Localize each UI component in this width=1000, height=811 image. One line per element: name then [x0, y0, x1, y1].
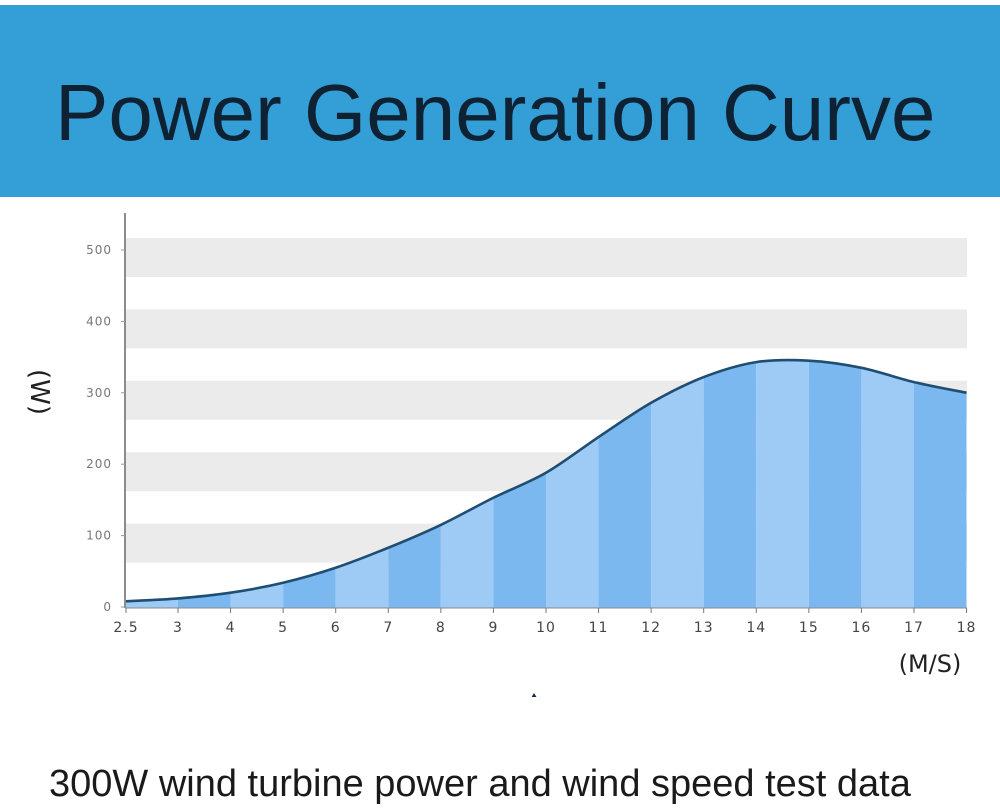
x-tick-label: 17	[904, 620, 924, 636]
x-tick-label: 13	[694, 620, 714, 636]
x-tick-label: 3	[173, 620, 183, 636]
chart-svg: 0 100 200 300 400 500 2.5 3 4 5 6 7 8 9 10 11 12 13 14 15 1…	[24, 213, 977, 727]
x-tick-label: 5	[278, 620, 288, 636]
x-tick-label: 14	[746, 620, 766, 636]
y-tick-label: 400	[86, 314, 112, 328]
x-tick-label: 2.5	[113, 620, 138, 636]
y-tick-label: 200	[86, 457, 112, 471]
triangle-up-icon	[514, 693, 555, 727]
area-stripe	[913, 359, 967, 608]
grid-band	[126, 238, 967, 277]
area-stripe	[756, 359, 809, 608]
chart-caption: 300W wind turbine power and wind speed t…	[49, 763, 911, 805]
x-tick-label: 6	[331, 620, 341, 636]
area-stripe	[703, 359, 757, 608]
power-curve-line	[125, 358, 967, 603]
area-stripe	[808, 359, 862, 608]
x-tick-label: 4	[226, 620, 236, 636]
page-title: Power Generation Curve	[55, 68, 936, 157]
x-tick-label: 8	[436, 620, 446, 636]
x-tick-label: 7	[383, 620, 393, 636]
y-tick-label: 500	[86, 243, 112, 257]
grid-band	[126, 309, 967, 349]
x-tick-label: 11	[589, 620, 609, 636]
x-axis-label: (M/S)	[899, 650, 962, 678]
x-tick-label: 18	[957, 620, 977, 636]
y-tick-label: 300	[86, 386, 112, 400]
y-axis-ticks: 0 100 200 300 400 500	[86, 243, 125, 614]
x-tick-label: 10	[536, 620, 556, 636]
x-tick-label: 12	[641, 620, 661, 636]
x-tick-label: 15	[799, 620, 819, 636]
x-tick-label: 16	[851, 620, 871, 636]
power-curve-chart: 0 100 200 300 400 500 2.5 3 4 5 6 7 8 9 10 11 12 13 14 15 1…	[0, 197, 1000, 727]
x-axis-ticks: 2.5 3 4 5 6 7 8 9 10 11 12 13 14 15 16 17 18	[113, 608, 977, 636]
area-stripe	[861, 359, 914, 608]
x-tick-label: 9	[488, 620, 498, 636]
title-banner: Power Generation Curve	[0, 5, 1000, 197]
y-tick-label: 0	[103, 600, 112, 614]
y-tick-label: 100	[86, 529, 112, 543]
area-stripe	[651, 359, 704, 608]
y-axis-label: (W)	[24, 369, 54, 415]
